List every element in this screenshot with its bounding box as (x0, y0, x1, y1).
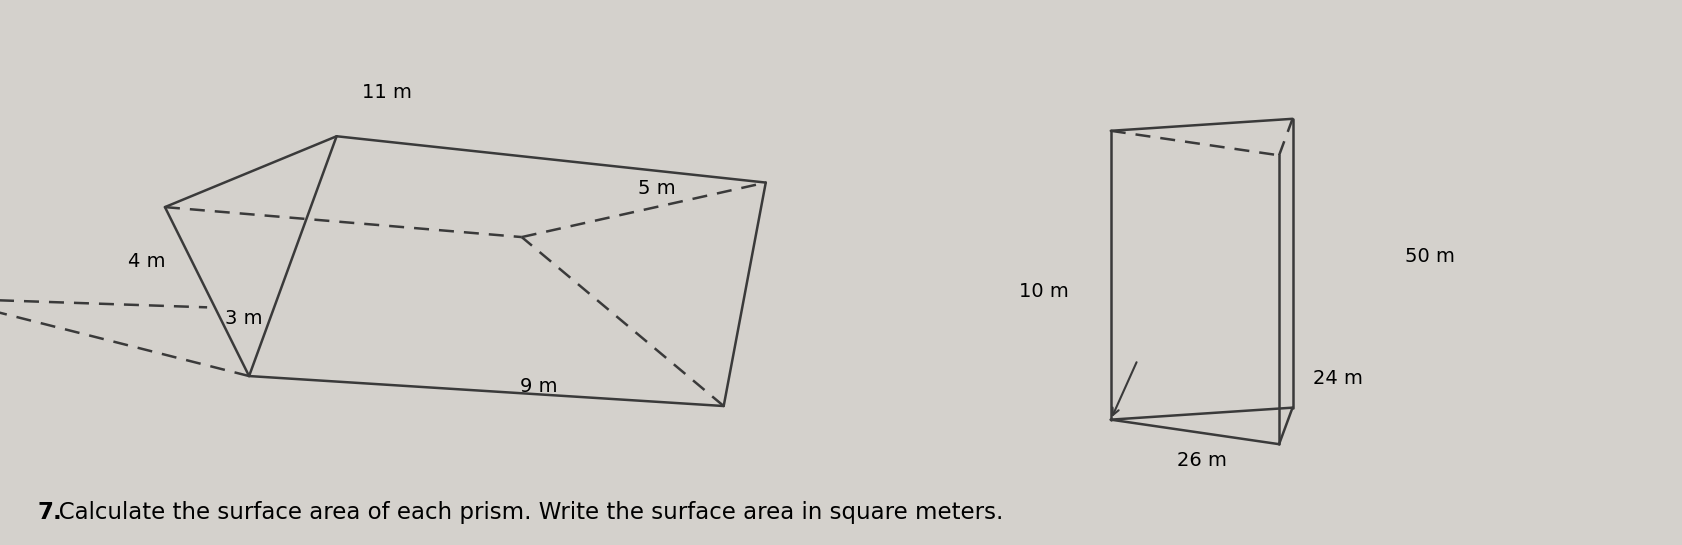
Text: 11 m: 11 m (362, 83, 412, 102)
Text: 3 m: 3 m (225, 310, 262, 328)
Text: 10 m: 10 m (1018, 282, 1068, 301)
Text: 9 m: 9 m (520, 378, 557, 396)
Text: 26 m: 26 m (1176, 451, 1226, 470)
Text: 5 m: 5 m (637, 179, 674, 197)
Text: 50 m: 50 m (1404, 247, 1455, 265)
Text: 7.: 7. (37, 501, 62, 524)
Text: Calculate the surface area of each prism. Write the surface area in square meter: Calculate the surface area of each prism… (37, 501, 1002, 524)
Text: 4 m: 4 m (128, 252, 165, 271)
Text: 24 m: 24 m (1312, 370, 1362, 388)
